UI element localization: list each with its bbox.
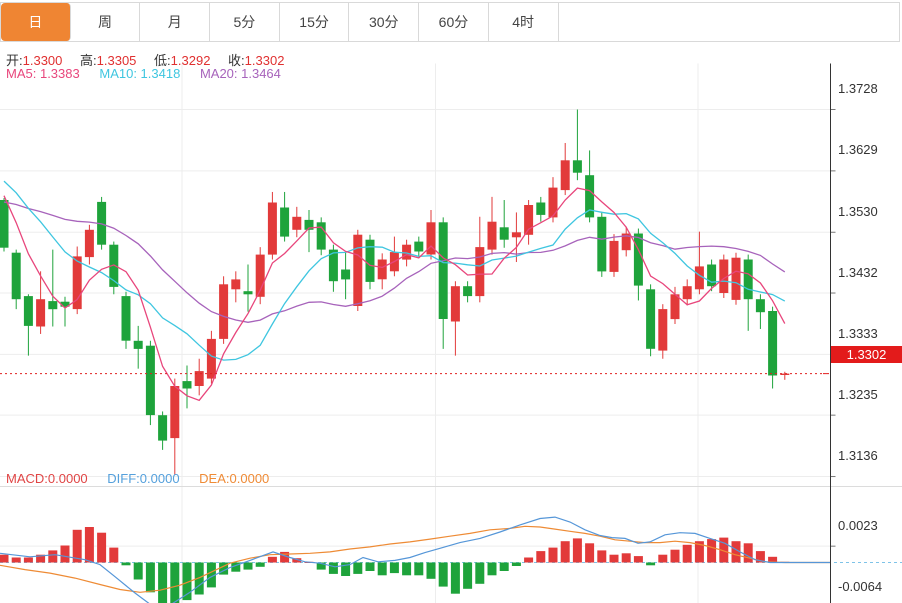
ma5-readout: MA5: 1.3383: [6, 66, 80, 81]
ma20-value: 1.3464: [241, 66, 281, 81]
ma10-value: 1.3418: [140, 66, 181, 81]
tab-60分[interactable]: 60分: [419, 3, 489, 41]
close-value: 1.3302: [244, 53, 285, 68]
diff-value: 0.0000: [139, 471, 180, 486]
tab-5分[interactable]: 5分: [210, 3, 280, 41]
ohlc-header: 开:1.3300 高:1.3305 低:1.3292 收:1.3302: [6, 50, 298, 69]
ma20-readout: MA20: 1.3464: [200, 66, 281, 81]
macd-label: MACD:: [6, 471, 48, 486]
price-axis-label: 1.3728: [838, 81, 878, 96]
price-axis-label: 1.3530: [838, 203, 878, 219]
ma5-label: MA5:: [6, 66, 40, 81]
macd-value: 0.0000: [47, 471, 88, 486]
macd-header: MACD:0.0000 DIFF:0.0000 DEA:0.0000: [6, 471, 269, 486]
tab-4时[interactable]: 4时: [489, 3, 559, 41]
ma-header: MA5: 1.3383 MA10: 1.3418 MA20: 1.3464: [6, 66, 281, 81]
ma5-value: 1.3383: [39, 66, 80, 81]
tab-周[interactable]: 周: [71, 3, 141, 41]
dea-label: DEA:: [199, 471, 230, 486]
open-label: 开:: [6, 53, 23, 68]
macd-axis-label: -0.0064: [838, 579, 883, 595]
ma10-label: MA10:: [99, 66, 141, 81]
macd-axis-label: 0.0023: [838, 517, 878, 533]
tab-30分[interactable]: 30分: [349, 3, 420, 41]
dea-value: 0.0000: [229, 471, 270, 486]
chart-svg: [0, 63, 902, 603]
high-label: 高:: [80, 53, 97, 68]
tab-日[interactable]: 日: [1, 3, 71, 41]
low-label: 低:: [154, 53, 171, 68]
macd-readout: MACD:0.0000: [6, 471, 88, 486]
low-value: 1.3292: [170, 53, 211, 68]
ma20-label: MA20:: [199, 66, 242, 81]
timeframe-tabbar: 日周月 5分 15分 30分 60分 4时: [0, 2, 900, 42]
tab-月[interactable]: 月: [140, 3, 211, 41]
price-axis-label: 1.3136: [838, 448, 878, 463]
open-value: 1.3300: [22, 53, 63, 68]
current-price-badge: 1.3302: [831, 346, 902, 363]
dea-readout: DEA:0.0000: [199, 471, 269, 486]
diff-label: DIFF:: [107, 471, 140, 486]
ma10-readout: MA10: 1.3418: [99, 66, 180, 81]
tab-15分[interactable]: 15分: [280, 3, 350, 41]
price-axis-label: 1.3629: [838, 142, 878, 158]
price-axis-label: 1.3432: [838, 264, 878, 280]
price-axis-label: 1.3333: [838, 325, 878, 341]
tabbar-spacer: [559, 3, 900, 41]
close-label: 收:: [228, 53, 245, 68]
high-value: 1.3305: [96, 53, 137, 68]
diff-readout: DIFF:0.0000: [107, 471, 179, 486]
chart-canvas[interactable]: [0, 41, 902, 603]
price-axis-label: 1.3235: [838, 386, 878, 402]
